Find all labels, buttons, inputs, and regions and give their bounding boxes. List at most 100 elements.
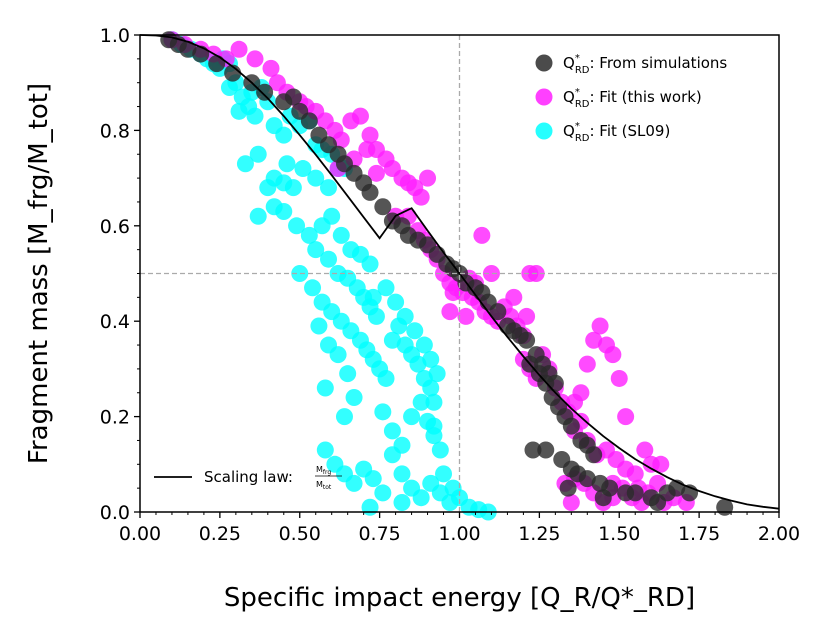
data-point [275, 202, 293, 220]
frac-denominator: Mtot [316, 480, 332, 491]
data-point [419, 169, 437, 187]
data-point [339, 365, 357, 383]
data-point [387, 293, 405, 311]
data-point [482, 265, 500, 282]
x-tick-label: 2.00 [758, 523, 800, 545]
data-point [246, 50, 264, 68]
y-tick-label: 0.6 [100, 216, 130, 238]
data-point [518, 331, 536, 349]
x-tick-label: 0.25 [199, 523, 241, 545]
data-point [275, 126, 293, 144]
data-point [393, 465, 411, 483]
data-point [604, 346, 622, 364]
data-point [364, 470, 382, 488]
data-point [610, 369, 628, 387]
labels-layer: Specific impact energy [Q_R/Q*_RD] Fragme… [24, 83, 695, 613]
legend-entry: Q* RD: Fit (this work) [535, 87, 702, 110]
data-point [578, 355, 596, 373]
line-legend-layer: Scaling law: Mfrg Mtot [154, 465, 342, 491]
data-point [652, 455, 670, 473]
data-point [409, 355, 427, 373]
data-point [278, 155, 296, 173]
data-point [489, 303, 507, 321]
x-tick-label: 1.00 [438, 523, 480, 545]
data-point [562, 493, 580, 511]
data-point [332, 131, 350, 149]
data-point [288, 217, 306, 235]
data-point [559, 479, 577, 497]
data-point [364, 288, 382, 306]
data-point [636, 441, 654, 459]
frac-numerator: Mfrg [316, 465, 331, 476]
data-point [249, 207, 267, 225]
legend-sub: RD [575, 133, 590, 144]
data-point [524, 441, 542, 459]
legend-suffix: : Fit (this work) [589, 88, 701, 106]
legend-marker [535, 88, 553, 106]
data-point [422, 379, 440, 397]
data-point [320, 179, 338, 197]
data-point [585, 446, 603, 464]
data-point [316, 441, 334, 459]
data-point [473, 226, 491, 244]
data-point [393, 493, 411, 511]
data-point [377, 279, 395, 297]
data-point [412, 489, 430, 507]
data-point [444, 479, 462, 497]
x-tick-label: 1.75 [678, 523, 720, 545]
data-point [256, 83, 274, 101]
data-point [412, 188, 430, 206]
data-point [617, 408, 635, 426]
legend-suffix: : Fit (SL09) [589, 122, 670, 140]
data-point [415, 336, 433, 354]
line-legend-label: Scaling law: [204, 468, 293, 486]
data-point [505, 288, 523, 306]
data-point [259, 179, 277, 197]
data-point [367, 307, 385, 325]
legend-sub: RD [575, 65, 590, 76]
y-tick-label: 1.0 [100, 25, 130, 47]
data-point [230, 102, 248, 120]
data-point [345, 474, 363, 492]
data-point [208, 55, 226, 73]
data-point [425, 417, 443, 435]
data-point [284, 88, 302, 106]
x-tick-label: 0.50 [279, 523, 321, 545]
data-point [406, 322, 424, 340]
data-point [236, 155, 254, 173]
data-point [358, 140, 376, 158]
data-point [425, 393, 443, 411]
data-point [361, 183, 379, 201]
data-point [518, 307, 536, 325]
data-point [294, 160, 312, 178]
data-point [320, 250, 338, 268]
data-point [374, 403, 392, 421]
legend-label: Q* RD: From simulations [563, 53, 727, 76]
legend-label: Q* RD: Fit (SL09) [563, 121, 670, 144]
data-point [332, 226, 350, 244]
data-point [594, 489, 612, 507]
series-from-simulations [160, 31, 734, 516]
data-point [537, 441, 555, 459]
legend-marker [535, 122, 553, 140]
y-tick-label: 0.2 [100, 407, 130, 429]
legend-marker [535, 54, 553, 72]
data-point [441, 303, 459, 321]
series-layer [139, 31, 780, 521]
data-point [377, 369, 395, 387]
legend-suffix: : From simulations [589, 54, 727, 72]
data-point [307, 169, 325, 187]
x-axis-label: Specific impact energy [Q_R/Q*_RD] [224, 583, 695, 613]
legend-entry: Q* RD: From simulations [535, 53, 727, 76]
data-point [230, 40, 248, 58]
data-point [307, 241, 325, 259]
data-point [591, 317, 609, 335]
x-tick-label: 0.75 [358, 523, 400, 545]
data-point [626, 484, 644, 502]
data-point [323, 207, 341, 225]
y-tick-label: 0.8 [100, 120, 130, 142]
data-point [383, 422, 401, 440]
legend-label: Q* RD: Fit (this work) [563, 87, 702, 110]
data-point [374, 198, 392, 216]
